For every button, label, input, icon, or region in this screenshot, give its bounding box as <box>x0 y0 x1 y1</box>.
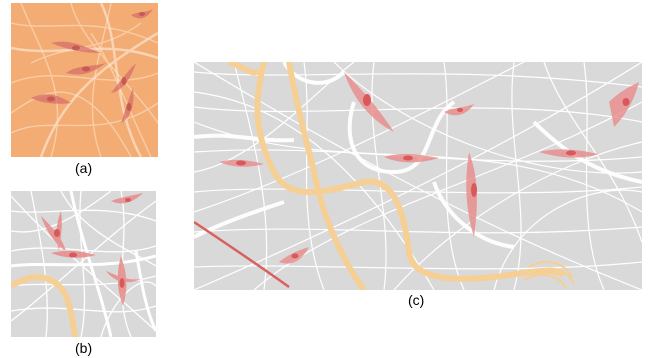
caption-a: (a) <box>75 160 93 176</box>
panel-a-image <box>11 3 158 157</box>
panel-c-illustration <box>194 62 642 290</box>
panel-a-illustration <box>11 3 158 157</box>
panel-b-thick-fiber <box>11 274 78 337</box>
caption-c: (c) <box>408 292 425 308</box>
panel-c-red-fiber <box>194 220 290 289</box>
caption-b: (b) <box>75 340 93 356</box>
panel-c-thick-fiber-2 <box>254 62 565 282</box>
panel-b-image <box>11 191 156 337</box>
panel-c-thick-fiber-1 <box>286 62 367 290</box>
panel-c-fiber-tangle <box>523 260 575 289</box>
panel-b-cells <box>41 193 143 306</box>
panel-c-image <box>194 62 642 290</box>
panel-b-illustration <box>11 191 156 337</box>
